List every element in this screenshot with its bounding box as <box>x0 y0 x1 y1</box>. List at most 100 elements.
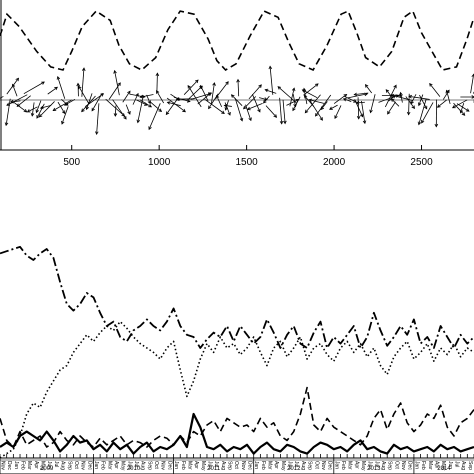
quiver-arrow <box>237 79 240 97</box>
quiver-arrow-head <box>91 107 95 112</box>
quiver-arrow <box>408 93 410 115</box>
month-tick-label: Sep <box>66 461 72 470</box>
month-tick-label: Mar <box>26 461 32 470</box>
quiver-arrow-head <box>236 78 240 83</box>
month-tick-label: May <box>360 461 366 471</box>
quiver-arrow-head <box>399 91 403 96</box>
quiver-arrow-head <box>301 89 306 93</box>
quiver-arrow-head <box>319 117 323 121</box>
month-tick-label: Feb <box>420 461 426 470</box>
quiver-arrow <box>320 101 328 110</box>
quiver-arrow <box>446 90 451 105</box>
quiver-arrow <box>47 86 58 95</box>
month-tick-label: Jan <box>333 461 339 469</box>
quiver-arrow-head <box>315 112 319 117</box>
year-label: 2010 <box>127 466 141 472</box>
quiver-arrow <box>303 83 319 96</box>
quiver-arrow-head <box>248 117 252 122</box>
quiver-arrow-head <box>81 67 86 71</box>
quiver-arrow-head <box>246 106 251 111</box>
month-tick-label: Sep <box>226 461 232 470</box>
quiver-arrow <box>114 70 120 96</box>
quiver-arrow-head <box>23 109 28 113</box>
quiver-arrow <box>108 82 121 100</box>
quiver-arrow-head <box>356 115 361 120</box>
quiver-arrow <box>86 93 93 110</box>
quiver-arrow <box>347 93 368 99</box>
quiver-arrow-head <box>434 123 439 128</box>
quiver-arrow-head <box>95 131 99 136</box>
quiver-arrow-head <box>355 100 360 105</box>
quiver-arrow-head <box>329 106 333 110</box>
quiver-arrow-head <box>16 103 21 107</box>
quiver-arrow-head <box>359 113 364 118</box>
quiver-arrow-head <box>268 65 273 70</box>
top-x-tick-label: 2000 <box>323 157 346 168</box>
quiver-arrow-head <box>342 98 347 102</box>
quiver-arrow-head <box>208 105 212 110</box>
quiver-arrow-head <box>117 82 121 86</box>
quiver-arrow <box>156 90 165 104</box>
quiver-arrow <box>305 94 321 113</box>
month-tick-label: Dec <box>6 461 12 470</box>
quiver-arrow-head <box>461 112 466 116</box>
quiver-arrow <box>329 104 338 110</box>
year-label: 2014 <box>437 466 451 472</box>
bottom-series-dash-dot <box>0 245 474 349</box>
quiver-arrow-head <box>123 115 127 120</box>
quiver-arrow <box>36 103 45 119</box>
year-label: 2013 <box>367 466 381 472</box>
quiver-arrow-head <box>277 86 282 90</box>
quiver-arrow-head <box>410 100 414 105</box>
quiver-arrow-head <box>257 108 261 113</box>
quiver-arrow <box>166 98 178 115</box>
quiver-arrow <box>36 100 42 113</box>
quiver-arrow-head <box>54 86 58 91</box>
quiver-arrow-head <box>408 94 413 99</box>
quiver-arrow-head <box>62 110 66 115</box>
quiver-arrow <box>437 99 447 108</box>
quiver-arrow <box>149 101 162 112</box>
quiver-arrow <box>302 89 318 99</box>
quiver-arrow-head <box>334 115 338 119</box>
month-tick-label: Mar <box>427 461 433 470</box>
month-tick-label: Mar <box>106 461 112 470</box>
quiver-arrow-head <box>148 126 152 131</box>
quiver-arrow-head <box>230 94 235 98</box>
quiver-arrow-head <box>221 110 225 114</box>
quiver-arrow <box>259 97 268 100</box>
month-tick-label: Jun <box>126 461 132 469</box>
month-tick-label: Jul <box>133 461 139 467</box>
quiver-arrow <box>308 99 325 104</box>
quiver-arrow-head <box>292 107 296 112</box>
quiver-arrow-head <box>465 108 470 112</box>
quiver-arrow <box>460 103 465 113</box>
quiver-arrow <box>286 99 299 106</box>
month-tick-label: Jan <box>93 461 99 469</box>
quiver-arrow-head <box>187 85 191 89</box>
month-tick-label: Feb <box>260 461 266 470</box>
quiver-arrow-head <box>225 81 229 85</box>
quiver-arrow <box>81 95 96 112</box>
quiver-arrow-head <box>136 119 141 124</box>
quiver-arrow <box>269 66 274 95</box>
quiver-arrow-head <box>63 102 68 106</box>
quiver-arrow <box>421 102 434 124</box>
month-tick-label: Sep <box>146 461 152 470</box>
month-tick-label: Aug <box>60 461 66 470</box>
quiver-arrow <box>27 106 38 113</box>
quiver-arrow-head <box>6 102 10 106</box>
quiver-arrow-head <box>258 84 262 88</box>
quiver-arrow-head <box>393 84 397 89</box>
quiver-arrow <box>279 97 283 124</box>
quiver-arrow <box>453 102 465 116</box>
quiver-arrow-head <box>61 120 65 125</box>
quiver-arrow <box>52 99 72 111</box>
month-tick-label: Jan <box>173 461 179 469</box>
quiver-arrow <box>263 95 270 104</box>
quiver-arrow-head <box>387 110 391 115</box>
month-tick-label: Nov <box>0 461 6 470</box>
quiver-arrow <box>190 92 212 100</box>
month-tick-label: Jan <box>253 461 259 469</box>
quiver-arrow-head <box>365 84 369 88</box>
